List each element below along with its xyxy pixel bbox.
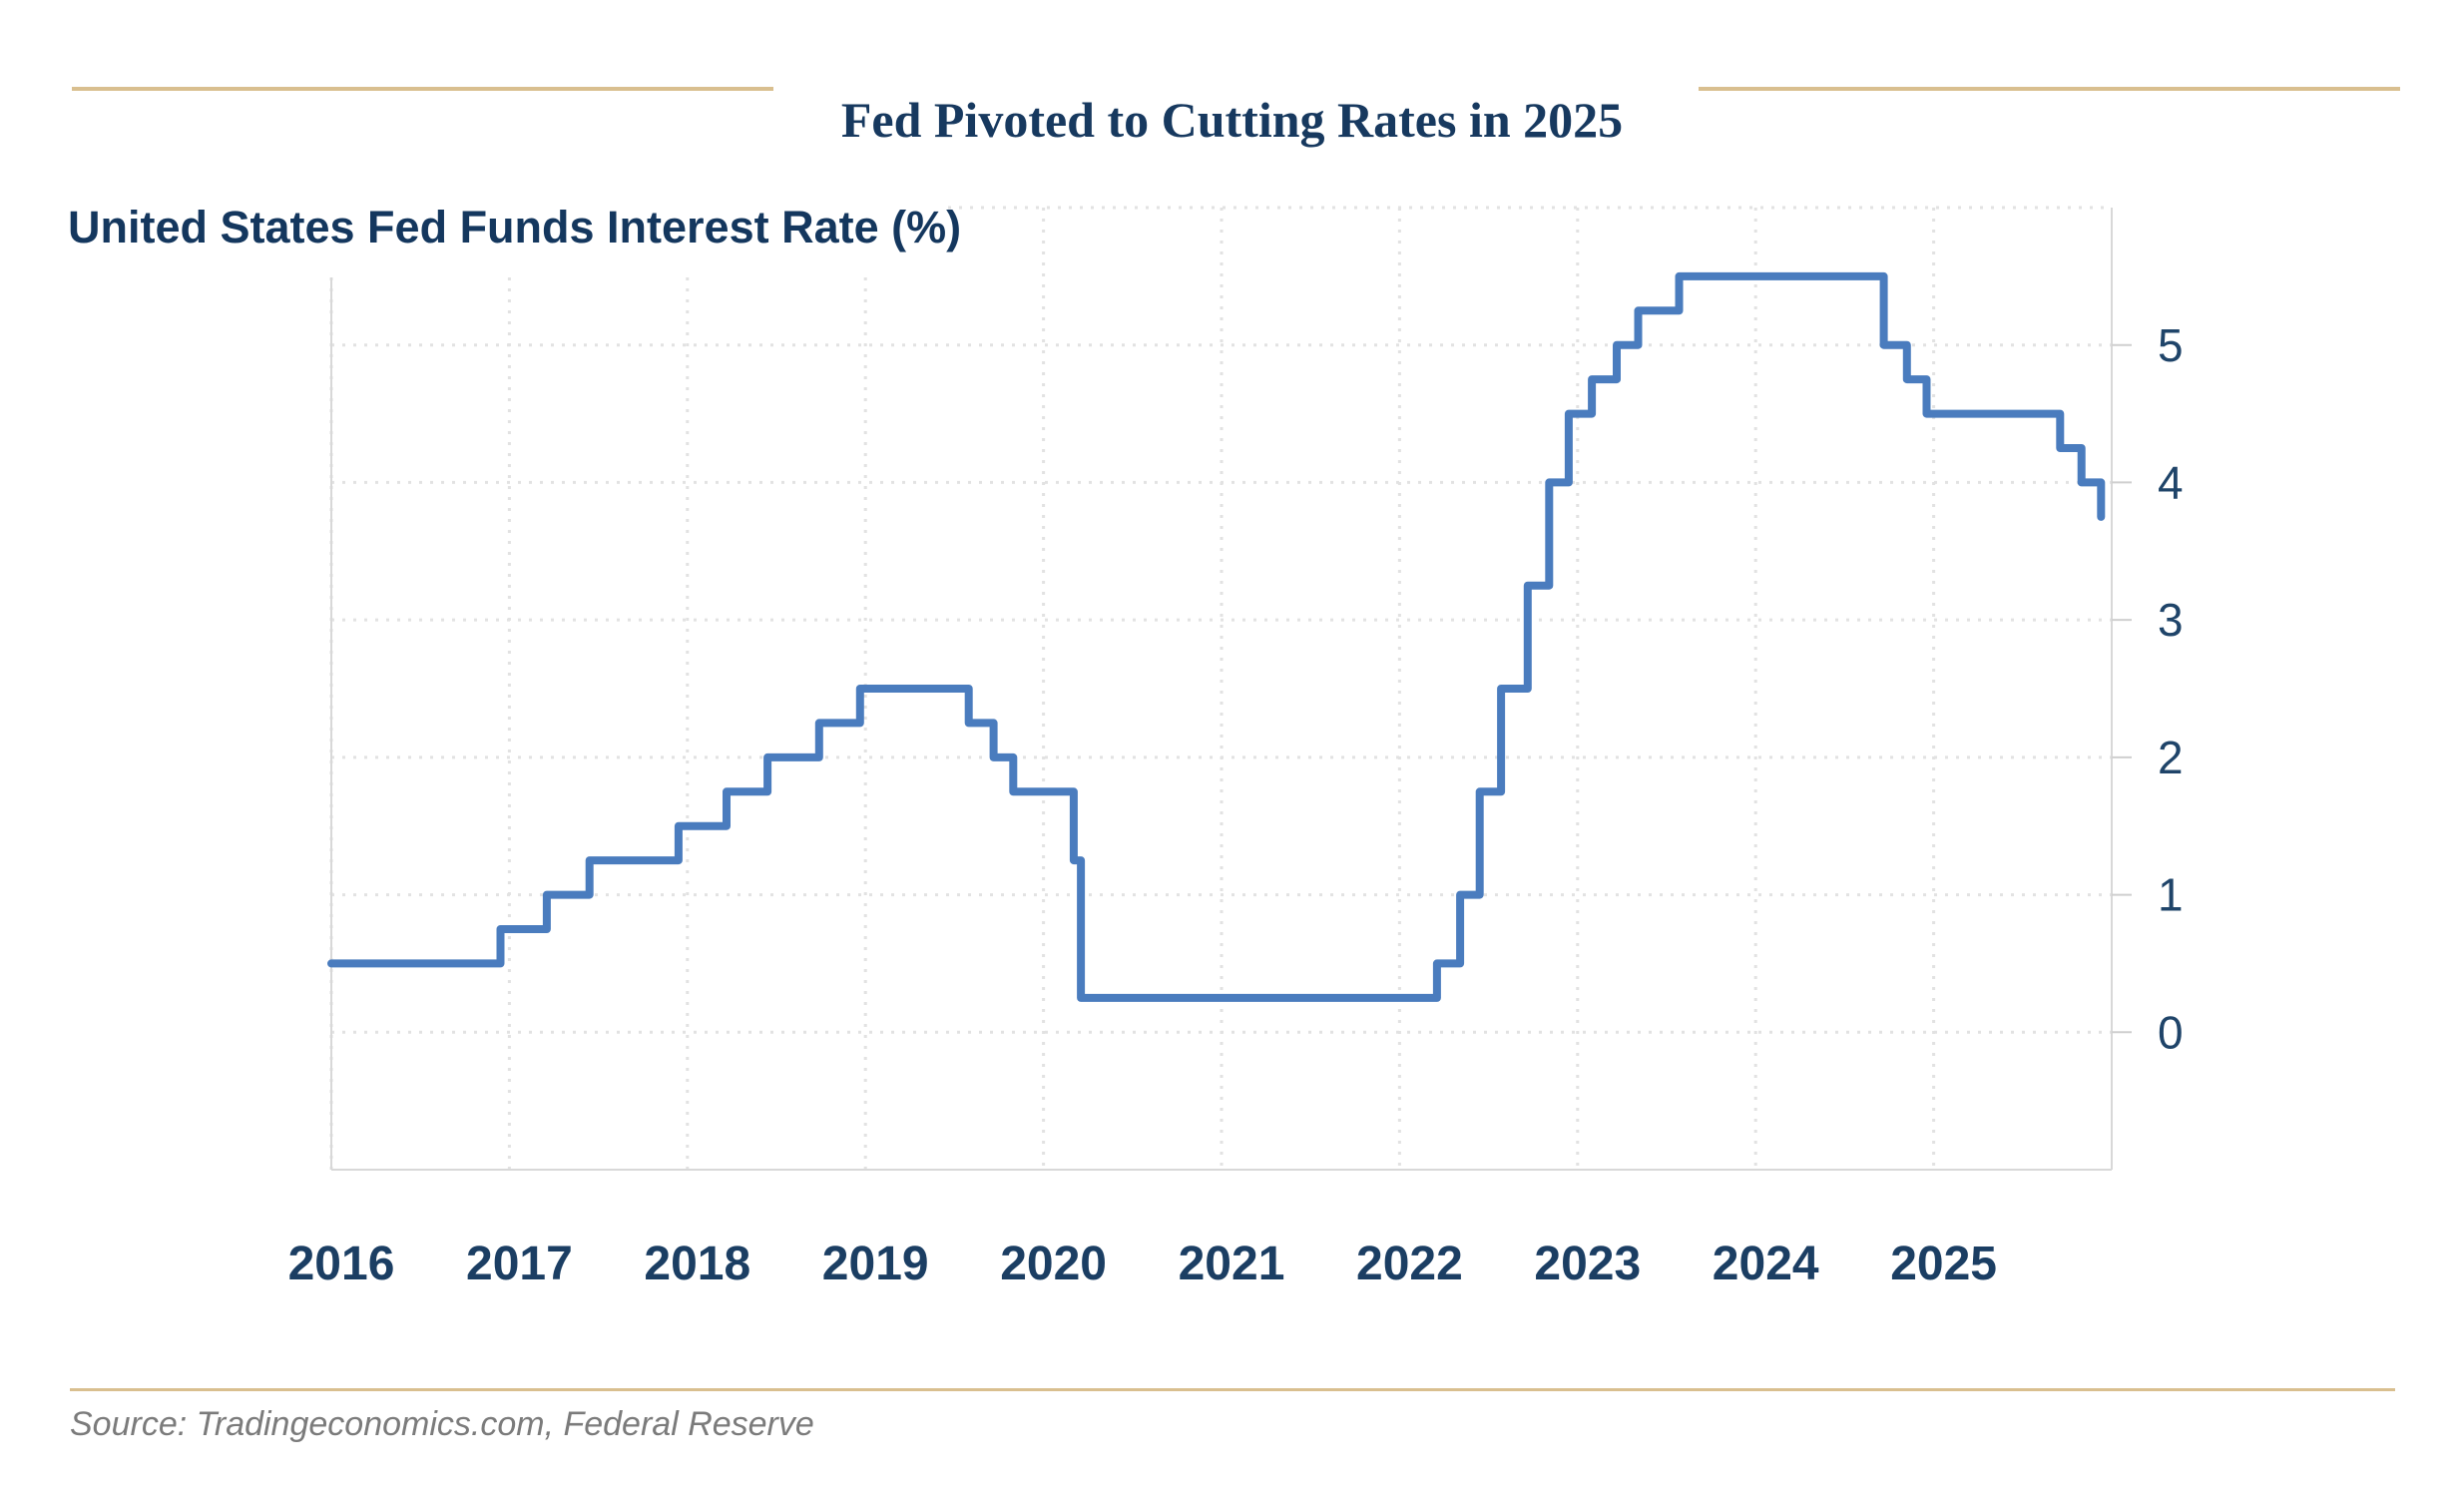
x-tick-label-2018: 2018 (644, 1238, 750, 1290)
fed-funds-rate-line (327, 271, 2106, 1002)
y-tick-label-2: 2 (2158, 732, 2184, 783)
x-tick-label-2025: 2025 (1890, 1238, 1997, 1290)
x-tick-label-2017: 2017 (466, 1238, 573, 1290)
x-tick-label-2019: 2019 (822, 1238, 929, 1290)
source-note: Source: Tradingeconomics.com, Federal Re… (70, 1405, 814, 1443)
x-tick-label-2023: 2023 (1534, 1238, 1641, 1290)
chart-subtitle: United States Fed Funds Interest Rate (%… (68, 202, 962, 252)
x-tick-label-2020: 2020 (1000, 1238, 1107, 1290)
x-tick-label-2021: 2021 (1179, 1238, 1285, 1290)
y-tick-label-3: 3 (2158, 594, 2184, 646)
y-tick-label-0: 0 (2158, 1006, 2184, 1058)
title-rule-left (72, 87, 773, 91)
y-tick-label-5: 5 (2158, 319, 2184, 371)
y-tick-label-4: 4 (2158, 457, 2184, 509)
x-tick-label-2024: 2024 (1713, 1238, 1819, 1290)
x-tick-label-2016: 2016 (288, 1238, 395, 1290)
x-tick-label-2022: 2022 (1356, 1238, 1463, 1290)
y-tick-label-1: 1 (2158, 869, 2184, 921)
title-rule-right (1699, 87, 2400, 91)
page-title: Fed Pivoted to Cutting Rates in 2025 (840, 91, 1624, 148)
footer-rule (70, 1388, 2395, 1391)
